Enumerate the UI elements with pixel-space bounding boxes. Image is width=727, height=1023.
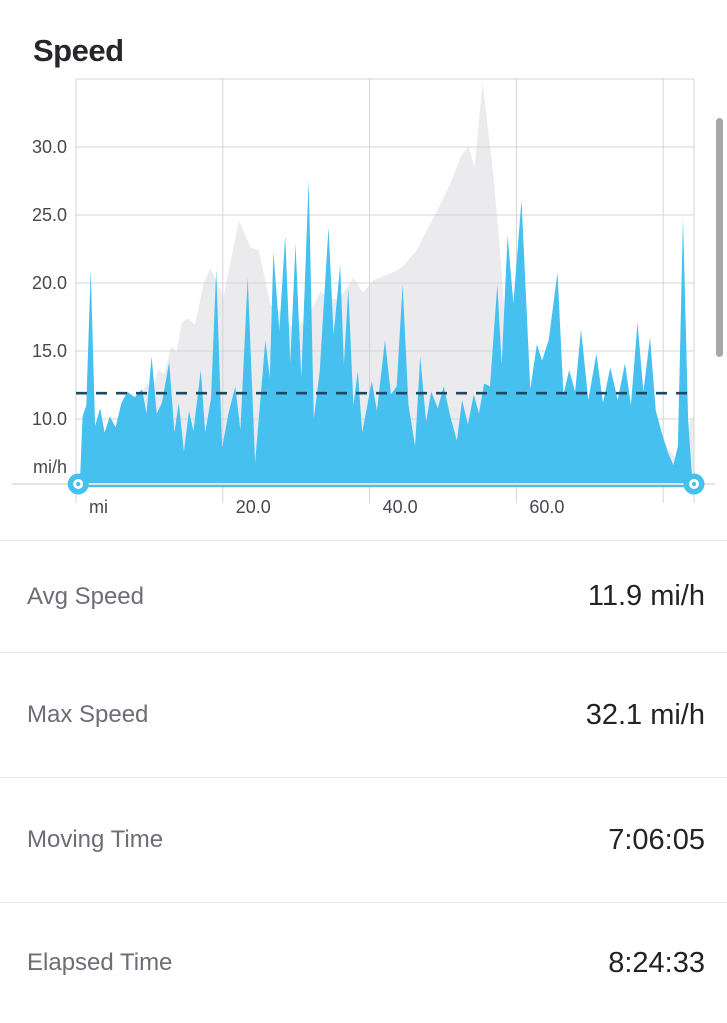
x-axis-label: mi — [89, 497, 108, 517]
x-axis-label: 40.0 — [383, 497, 418, 517]
x-axis-label: 20.0 — [236, 497, 271, 517]
stat-label: Max Speed — [27, 701, 149, 728]
stat-row-max-speed: Max Speed 32.1 mi/h — [0, 652, 727, 777]
speed-area — [79, 179, 693, 487]
y-axis-label: 30.0 — [32, 137, 67, 157]
stat-value: 8:24:33 — [608, 946, 705, 979]
stat-row-avg-speed: Avg Speed 11.9 mi/h — [0, 540, 727, 652]
stat-label: Avg Speed — [27, 582, 144, 610]
y-axis-label: 10.0 — [32, 409, 67, 429]
stats-list: Avg Speed 11.9 mi/h Max Speed 32.1 mi/h … — [0, 540, 727, 1023]
y-axis-unit-label: mi/h — [33, 457, 67, 477]
handle-circle — [691, 481, 697, 487]
page-title: Speed — [33, 32, 124, 68]
scrollbar-thumb[interactable] — [716, 118, 723, 357]
speed-chart-svg: 30.0 25.0 20.0 15.0 10.0 mi/h mi 20.0 40.0 60.0 — [12, 78, 715, 517]
stat-label: Elapsed Time — [27, 949, 173, 976]
stat-value: 7:06:05 — [608, 823, 705, 856]
x-axis-label: 60.0 — [529, 497, 564, 517]
y-axis-label: 20.0 — [32, 273, 67, 293]
y-axis-label: 15.0 — [32, 341, 67, 361]
stat-value: 32.1 mi/h — [585, 698, 705, 731]
stat-row-elapsed-time: Elapsed Time 8:24:33 — [0, 902, 727, 1023]
range-slider-left-handle[interactable] — [67, 473, 89, 495]
stat-label: Moving Time — [27, 826, 164, 853]
stat-value: 11.9 mi/h — [587, 580, 705, 612]
range-slider-right-handle[interactable] — [683, 473, 705, 495]
handle-circle — [76, 481, 81, 487]
y-axis-label: 25.0 — [32, 205, 67, 225]
speed-chart: 30.0 25.0 20.0 15.0 10.0 mi/h mi 20.0 40.0 60.0 — [0, 62, 727, 540]
stat-row-moving-time: Moving Time 7:06:05 — [0, 777, 727, 902]
